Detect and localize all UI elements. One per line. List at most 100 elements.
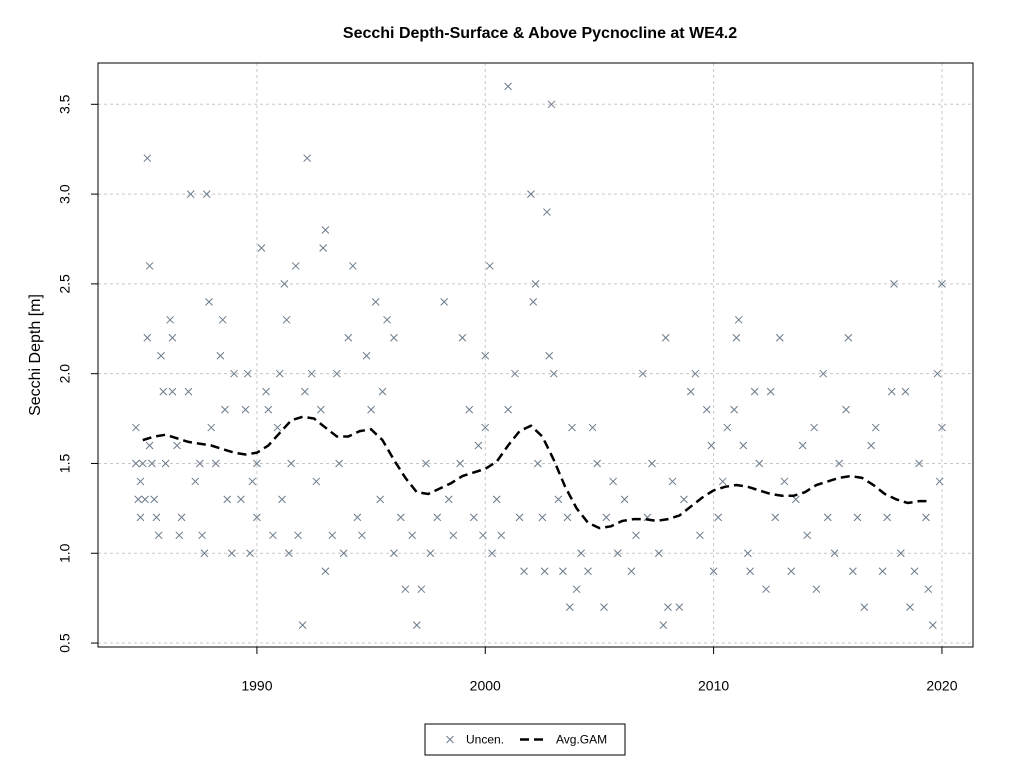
data-point — [159, 387, 168, 396]
data-point — [938, 423, 946, 432]
data-point — [371, 297, 380, 306]
data-point — [481, 423, 490, 432]
data-point — [620, 495, 629, 504]
data-point — [593, 459, 602, 468]
data-point — [707, 441, 716, 450]
data-point — [348, 262, 357, 270]
data-point — [383, 315, 391, 324]
data-point — [714, 513, 723, 522]
data-point — [227, 549, 236, 558]
data-point — [362, 351, 371, 360]
data-point — [928, 621, 937, 629]
data-point — [668, 477, 677, 486]
data-point — [307, 369, 316, 378]
data-point — [867, 441, 876, 450]
data-point — [485, 262, 494, 270]
data-point — [572, 585, 581, 594]
data-point — [810, 423, 818, 432]
data-point — [922, 513, 930, 522]
x-tick-label: 2020 — [926, 678, 957, 694]
data-point — [588, 423, 597, 432]
data-point — [422, 459, 430, 468]
data-point — [132, 423, 140, 432]
data-point — [664, 603, 672, 611]
data-point — [246, 549, 254, 558]
y-tick-label: 1.5 — [57, 454, 73, 474]
data-point — [262, 387, 270, 396]
data-point — [243, 369, 252, 378]
data-point — [547, 100, 556, 109]
data-point — [134, 495, 143, 504]
data-point — [661, 333, 670, 342]
data-point — [285, 549, 293, 558]
data-point — [412, 621, 421, 629]
data-point — [408, 531, 417, 540]
data-point — [282, 315, 291, 324]
data-point — [479, 531, 487, 540]
data-point — [237, 495, 245, 504]
data-point — [878, 567, 887, 576]
data-point — [390, 333, 398, 342]
data-point — [734, 315, 743, 324]
data-point — [223, 495, 232, 504]
data-point — [775, 333, 784, 342]
data-point — [504, 82, 512, 91]
x-tick-label: 1990 — [241, 678, 272, 694]
data-point — [559, 567, 567, 576]
data-point — [527, 190, 535, 198]
data-point — [253, 459, 261, 468]
data-point — [849, 567, 857, 576]
data-point — [449, 531, 458, 540]
data-point — [730, 405, 739, 414]
data-point — [417, 585, 426, 594]
data-point — [680, 495, 688, 504]
data-point — [211, 459, 220, 468]
data-point — [791, 495, 800, 504]
data-point — [401, 585, 410, 594]
data-point — [584, 567, 592, 576]
data-point — [168, 387, 177, 396]
data-point — [152, 513, 161, 522]
data-point — [568, 423, 576, 432]
data-point — [440, 297, 449, 306]
data-point — [648, 459, 656, 468]
data-point — [317, 405, 325, 414]
data-point — [938, 280, 946, 288]
data-point — [901, 387, 910, 396]
data-point — [154, 531, 163, 540]
data-point — [887, 387, 896, 396]
data-point — [191, 477, 200, 486]
data-point — [198, 531, 206, 540]
data-point — [871, 423, 880, 432]
data-point — [538, 513, 547, 522]
data-point — [812, 585, 821, 594]
data-point — [150, 495, 159, 504]
data-point — [328, 531, 337, 540]
legend-label: Uncen. — [466, 733, 504, 747]
data-point — [166, 315, 175, 324]
data-point — [253, 513, 261, 522]
data-point — [830, 549, 839, 558]
data-point — [638, 369, 647, 378]
data-point — [686, 387, 695, 396]
data-point — [141, 495, 149, 504]
data-point — [184, 387, 193, 396]
data-point — [444, 495, 453, 504]
data-point — [175, 531, 184, 540]
data-point — [577, 549, 586, 558]
data-point — [613, 549, 622, 558]
legend-label: Avg.GAM — [556, 733, 607, 747]
data-point — [132, 459, 140, 468]
data-point — [602, 513, 611, 522]
data-point — [207, 423, 216, 432]
data-point — [529, 297, 538, 306]
data-point — [481, 351, 490, 360]
y-tick-label: 0.5 — [57, 633, 73, 653]
data-point — [540, 567, 549, 576]
data-point — [563, 513, 572, 522]
data-point — [702, 405, 711, 414]
data-point — [883, 513, 891, 522]
data-point — [675, 603, 684, 611]
data-point — [205, 297, 213, 306]
